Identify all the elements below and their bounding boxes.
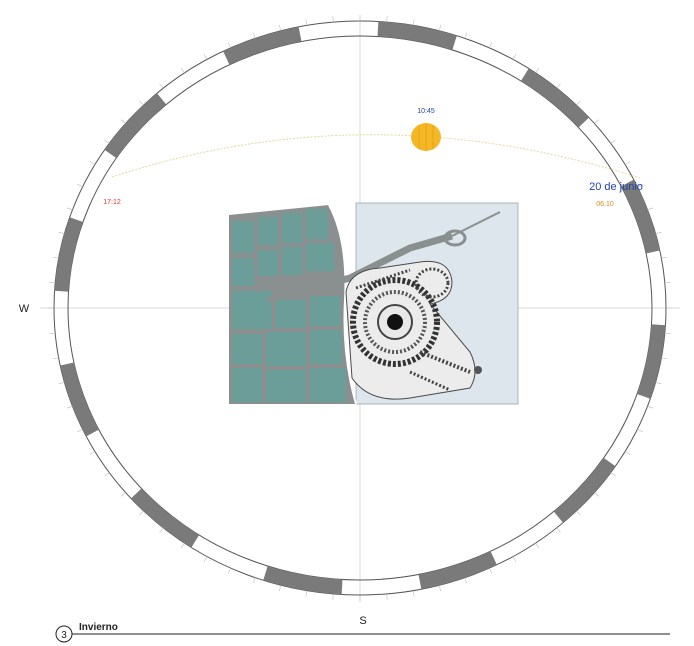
ring-tick [203,54,208,60]
ring-tick [180,67,185,74]
ring-tick [139,510,144,516]
ring-tick [66,207,73,211]
caption-number: 3 [61,630,67,641]
ring-tick [661,256,668,259]
ring-tick [52,256,59,259]
island-development [345,260,482,400]
ring-tick [664,332,671,334]
ring-tick [489,567,493,574]
ring-tick [386,593,388,600]
sun-noon-time-label: 10:45 [417,108,435,115]
ring-tick [89,161,96,165]
ring-tick [464,577,467,584]
ring-segment [263,566,343,595]
ring-tick [253,577,256,584]
ring-segment [104,93,167,159]
ring-tick [647,207,654,211]
ring-segment [377,21,457,50]
ring-tick [120,119,126,124]
ring-segment [418,551,497,590]
ring-tick [58,381,65,385]
ring-tick [332,593,334,600]
ring-tick [104,139,110,144]
date-label: 20 de junio [589,181,643,193]
ring-tick [655,381,662,385]
sunrise-time-label: 06:10 [596,201,614,208]
ring-tick [464,32,467,39]
ring-tick [49,282,56,284]
ring-segment [637,324,666,399]
ring-tick [305,590,308,597]
ring-tick [180,542,185,549]
ring-tick [438,24,442,31]
ring-segments [54,21,666,595]
ring-tick [332,16,334,23]
ring-segment [60,362,99,437]
land-area [229,205,356,404]
ring-tick [438,585,442,592]
ring-tick [624,451,631,455]
ring-tick [556,527,561,533]
compass-ring [48,15,672,601]
ring-tick [203,556,208,562]
south-label: S [359,615,366,627]
ring-tick [77,183,83,187]
ring-tick [159,527,164,533]
bridge-road [267,232,453,304]
ring-tick [624,161,631,165]
ring-tick [637,183,643,187]
site-map [229,202,519,405]
ring-tick [535,67,540,74]
ring-tick [278,24,282,31]
ring-tick [610,472,616,477]
ring-tick [610,139,616,144]
sun-icon [411,123,441,151]
ring-tick [512,54,517,60]
ring-tick [77,429,83,433]
ring-tick [139,100,144,106]
ring-tick [89,451,96,455]
ring-tick [661,357,668,360]
ring-tick [278,585,282,592]
ring-tick [576,510,581,516]
ring-tick [535,542,540,549]
ring-segment [131,488,200,548]
ring-segment [223,26,302,65]
ring-tick [512,556,517,562]
ring-tick [637,429,643,433]
ring-tick [412,19,415,26]
ring-ticks [48,15,672,601]
ring-tick [386,16,388,23]
ring-tick [227,42,231,49]
ring-tick [556,83,561,89]
ring-tick [576,100,581,106]
ring-tick [594,492,600,497]
ring-tick [120,492,126,497]
ring-tick [159,83,164,89]
ring-segment [520,68,589,128]
ring-tick [58,231,65,235]
ring-tick [104,472,110,477]
ring-tick [647,405,654,409]
ring-tick [412,590,415,597]
ring-tick [594,119,600,124]
caption-title: Invierno [79,622,118,633]
ring-tick [227,567,231,574]
ring-tick [253,32,256,39]
ring-tick [664,282,671,284]
ring-tick [66,405,73,409]
ring-tick [489,42,493,49]
ring-tick [305,19,308,26]
west-label: W [19,303,30,315]
ring-tick [655,231,662,235]
sunset-time-label: 17:12 [103,199,121,206]
ring-tick [49,332,56,334]
ring-segment [54,217,83,292]
sun-path-arc [111,134,641,179]
ring-tick [52,357,59,360]
ring-segment [553,457,616,523]
ring-segment [621,179,660,254]
caption: 3 Invierno [55,622,670,643]
